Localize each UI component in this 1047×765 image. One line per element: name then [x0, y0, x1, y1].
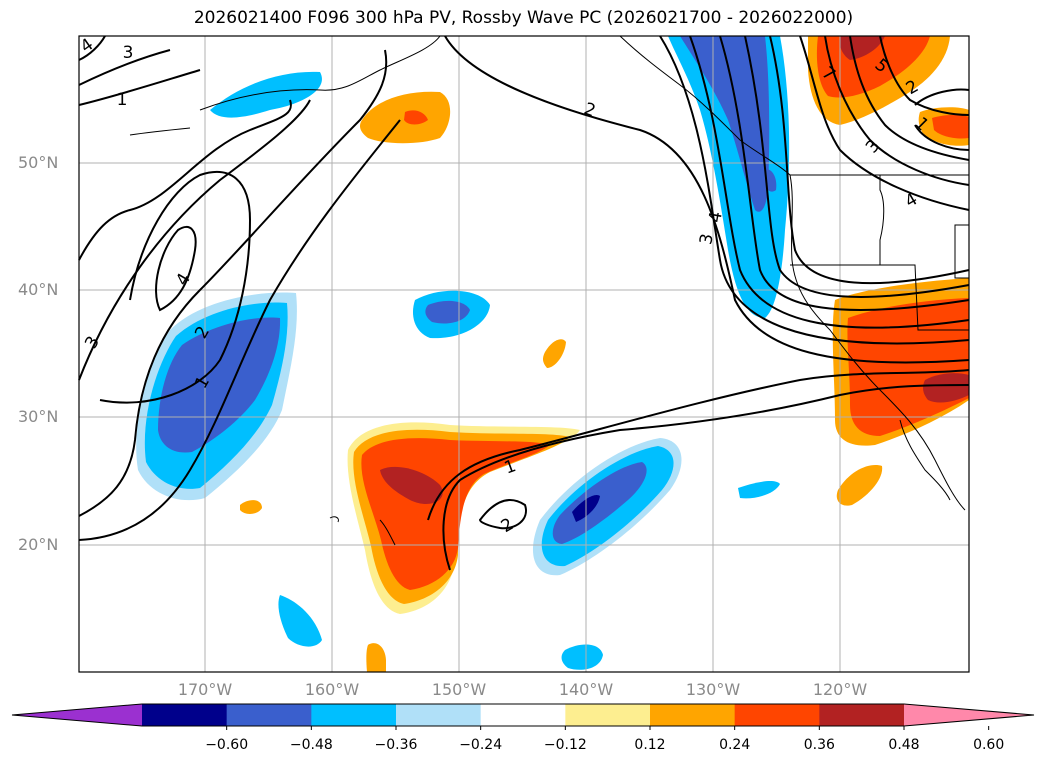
pos-anomaly-small-1	[542, 339, 566, 368]
colorbar-tick-label: −0.24	[459, 737, 503, 753]
contour-line	[824, 35, 970, 186]
contour-line	[78, 49, 171, 86]
contour-line	[719, 35, 970, 311]
neg-anomaly-south	[278, 595, 322, 647]
contour-line	[849, 35, 970, 161]
colorbar-tick-label: 0.24	[719, 737, 751, 753]
contour-line	[444, 35, 970, 364]
contour-label: 4	[705, 210, 727, 224]
colorbar-tick-label: −0.60	[205, 737, 249, 753]
pos-anomaly-ridge-peak	[380, 466, 443, 505]
lat-label-40n: 40°N	[18, 280, 59, 299]
lon-label-170w: 170°W	[177, 680, 233, 699]
alaska-islands	[129, 127, 191, 136]
contour-line	[744, 35, 970, 298]
colorbar-segment	[396, 704, 482, 726]
colorbar-segment	[565, 704, 651, 726]
pv-contours	[78, 35, 970, 571]
contour-line	[659, 35, 970, 345]
state-border	[879, 175, 885, 265]
contour-line	[769, 35, 970, 285]
colorbar-extend-high	[904, 704, 1034, 726]
colorbar-tick-label: −0.12	[543, 737, 587, 753]
contour-line	[78, 69, 201, 106]
contour-line	[78, 119, 401, 541]
baja-coast	[899, 419, 951, 501]
state-border	[790, 264, 969, 331]
contour-line	[427, 369, 970, 521]
pos-anomaly-east-peak	[923, 373, 969, 403]
pos-anomaly-far-east-core	[932, 114, 969, 139]
colorbar	[11, 703, 1035, 730]
hawaii-islands	[329, 516, 339, 523]
lon-label-120w: 120°W	[812, 680, 868, 699]
lat-label-50n: 50°N	[18, 153, 59, 172]
lon-label-160w: 160°W	[304, 680, 360, 699]
colorbar-segment	[819, 704, 905, 726]
contour-line	[155, 225, 197, 312]
pos-anomaly-small-3	[366, 643, 386, 672]
contour-line	[78, 35, 106, 61]
neg-anomaly-bottom	[561, 644, 603, 670]
contour-line	[78, 99, 292, 261]
pos-anomaly-small-4	[836, 465, 883, 506]
colorbar-segment	[480, 704, 566, 726]
lon-label-150w: 150°W	[431, 680, 487, 699]
contour-line	[914, 124, 970, 151]
map-title: 2026021400 F096 300 hPa PV, Rossby Wave …	[193, 8, 854, 28]
contour-line	[442, 384, 970, 571]
lon-label-130w: 130°W	[685, 680, 741, 699]
contour-line	[689, 35, 970, 329]
colorbar-tick-label: 0.60	[973, 737, 1005, 753]
colorbar-tick-label: 0.36	[803, 737, 835, 753]
neg-anomaly-west-core	[158, 317, 281, 453]
colorbar-extend-low	[12, 704, 142, 726]
pos-anomaly-north-core	[404, 110, 428, 125]
colorbar-segment	[650, 704, 736, 726]
contour-line	[799, 35, 970, 211]
colorbar-segment	[226, 704, 312, 726]
colorbar-segment	[311, 704, 397, 726]
colorbar-segment	[142, 704, 228, 726]
colorbar-segment	[734, 704, 820, 726]
lat-label-20n: 20°N	[18, 535, 59, 554]
contour-label: 3	[123, 43, 134, 63]
contour-label: 1	[117, 90, 128, 110]
contour-line	[78, 49, 388, 517]
contour-line	[914, 88, 970, 106]
lon-label-140w: 140°W	[558, 680, 614, 699]
colorbar-tick-label: 0.48	[888, 737, 920, 753]
pos-anomaly-small-2	[240, 500, 262, 514]
colorbar-outline	[11, 703, 1035, 727]
canada-coast	[619, 35, 791, 176]
neg-anomaly-subtropic-core	[552, 462, 647, 544]
graticule	[79, 36, 969, 672]
hawaii-coast	[379, 519, 396, 546]
neg-anomaly-coastal-core	[680, 36, 770, 212]
contour-line	[99, 171, 252, 404]
colorbar-tick-label: −0.48	[289, 737, 333, 753]
alaska-coast	[199, 35, 441, 111]
lat-label-30n: 30°N	[18, 407, 59, 426]
contour-line	[478, 499, 527, 530]
contour-line	[879, 35, 970, 116]
contour-label: 3	[696, 232, 718, 246]
map-frame	[78, 35, 970, 673]
colorbar-tick-label: −0.36	[374, 737, 418, 753]
contour-line	[78, 99, 311, 381]
colorbar-tick-label: 0.12	[634, 737, 666, 753]
neg-anomaly-gulf	[210, 71, 322, 118]
us-west-coast	[789, 174, 966, 511]
neg-anomaly-east-small	[738, 481, 780, 499]
neg-anomaly-coastal-small	[760, 168, 777, 192]
